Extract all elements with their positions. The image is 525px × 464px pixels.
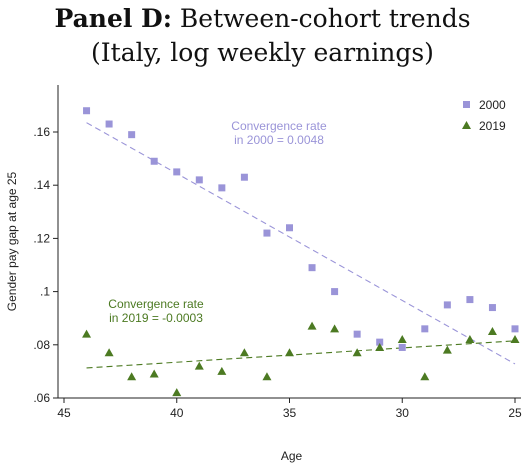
y-axis-label: Gender pay gap at age 25 [5, 171, 19, 311]
point-2019 [172, 388, 182, 397]
point-2000 [511, 325, 519, 333]
legend: 2000 2019 [462, 98, 506, 133]
plot-axes: .06 .08 .1 .12 .14 .16 45 40 35 30 25 Age Gender pay… [5, 85, 522, 463]
annotation-2000-line1: Convergence rate [231, 119, 327, 133]
point-2019 [307, 321, 317, 330]
point-2000 [398, 343, 406, 351]
legend-marker-2000 [463, 101, 470, 108]
point-2000 [105, 120, 113, 128]
point-2000 [376, 338, 384, 346]
point-2019 [510, 334, 520, 343]
point-2019 [262, 372, 272, 381]
fit-line-2019 [86, 340, 516, 369]
chart-title-bold: Panel D: [54, 4, 172, 33]
x-tick-label: 30 [396, 406, 410, 420]
point-2000 [488, 304, 496, 312]
point-2019 [82, 329, 92, 338]
point-2000 [331, 288, 339, 296]
point-2019 [487, 327, 497, 335]
annotation-2000-line2: in 2000 = 0.0048 [234, 133, 324, 147]
point-2019 [194, 361, 204, 370]
point-2019 [239, 348, 249, 357]
point-2019 [420, 372, 430, 381]
point-2000 [173, 168, 181, 176]
chart-title-rest: Between-cohort trends [171, 4, 471, 33]
point-2000 [466, 296, 474, 304]
point-2019 [217, 366, 227, 375]
point-2019 [330, 324, 340, 333]
annotation-2019-line1: Convergence rate [108, 297, 204, 311]
point-2000 [308, 264, 316, 272]
y-tick-label: .06 [33, 391, 50, 405]
point-2000 [218, 184, 226, 192]
chart-title: Panel D: Between-cohort trends [0, 4, 525, 34]
point-2000 [195, 176, 203, 184]
annotation-2019-line2: in 2019 = -0.0003 [109, 311, 203, 325]
point-2019 [465, 334, 475, 343]
point-2019 [285, 348, 294, 357]
point-2019 [104, 348, 114, 357]
y-tick-label: .1 [40, 285, 50, 299]
legend-label-2019: 2019 [479, 119, 506, 133]
point-2019 [127, 372, 137, 381]
chart-subtitle: (Italy, log weekly earnings) [91, 38, 434, 67]
y-tick-label: .08 [33, 338, 50, 352]
point-2000 [286, 224, 293, 232]
point-2019 [352, 348, 362, 357]
point-2000 [150, 157, 158, 165]
point-2019 [442, 345, 452, 354]
x-tick-label: 25 [508, 406, 522, 420]
legend-marker-2019 [462, 121, 471, 129]
fit-line-2000 [86, 122, 516, 365]
legend-label-2000: 2000 [479, 98, 506, 112]
point-2000 [240, 173, 248, 181]
fit-lines [86, 122, 516, 369]
y-tick-label: .14 [33, 178, 50, 192]
data-points [82, 107, 520, 397]
point-2000 [443, 301, 451, 309]
x-tick-label: 40 [170, 406, 184, 420]
x-tick-label: 45 [57, 406, 71, 420]
point-2019 [375, 342, 385, 351]
point-2000 [263, 229, 271, 237]
point-2000 [421, 325, 429, 333]
x-tick-label: 35 [283, 406, 297, 420]
point-2000 [128, 131, 136, 139]
point-2000 [83, 107, 91, 115]
x-axis-label: Age [281, 449, 303, 463]
y-tick-label: .16 [33, 125, 50, 139]
y-tick-label: .12 [33, 231, 50, 245]
point-2019 [149, 369, 159, 378]
point-2019 [397, 334, 407, 343]
point-2000 [353, 330, 361, 338]
